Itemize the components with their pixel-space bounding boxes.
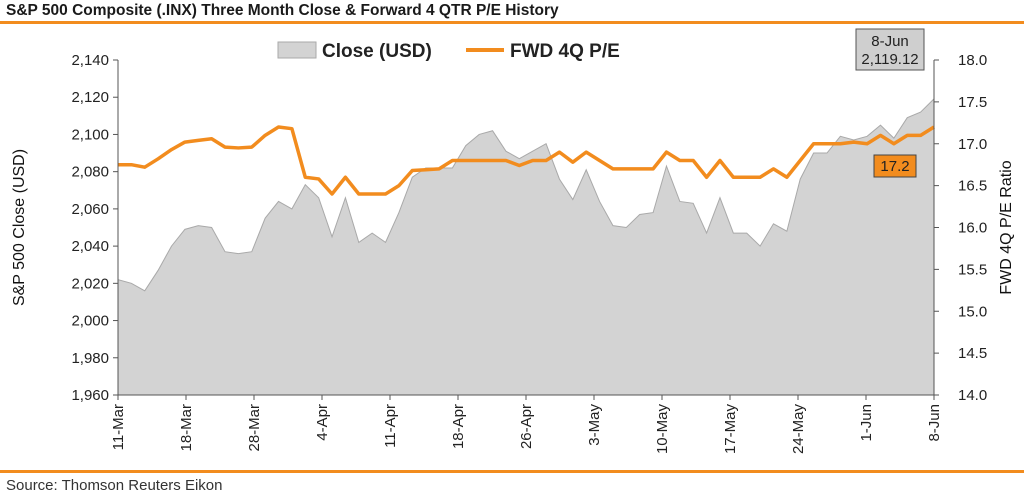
axes-layer: 2,140 2,120 2,100 2,080 2,060 2,040 2,020 2,000… [11, 52, 1015, 454]
pe-callout-value: 17.2 [880, 158, 909, 175]
legend-close-swatch [277, 41, 317, 59]
top-accent-rule [0, 21, 1024, 24]
y-left-tick-label: 2,020 [71, 275, 109, 292]
pe-line-series [118, 125, 935, 196]
x-tick-label: 26-Apr [518, 404, 535, 449]
x-tick-label: 11-Apr [382, 404, 399, 448]
x-tick-label: 18-Apr [450, 404, 467, 449]
x-tick-label: 11-Mar [110, 404, 127, 450]
x-tick-label: 1-Jun [858, 404, 875, 442]
x-tick-label: 4-Apr [314, 404, 331, 441]
pe-value-callout [873, 154, 917, 178]
close-value-callout [855, 28, 925, 71]
y-right-tick-label: 15.5 [958, 261, 987, 278]
y-right-tick-label: 15.0 [958, 303, 987, 320]
legend: Close (USD) FWD 4Q P/E [277, 41, 620, 62]
bottom-accent-rule [0, 470, 1024, 473]
close-area-series [117, 97, 935, 396]
y-left-tick-label: 2,040 [71, 238, 109, 255]
y-left-tick-label: 2,100 [71, 126, 109, 143]
y-left-tick-label: 2,080 [71, 164, 109, 181]
chart-svg: 2,140 2,120 2,100 2,080 2,060 2,040 2,020 2,000… [11, 28, 1015, 454]
close-area-layer [117, 97, 935, 396]
y-right-tick-label: 18.0 [958, 52, 987, 69]
y-left-tick-label: 2,140 [71, 52, 109, 69]
close-callout-value: 2,119.12 [861, 51, 918, 68]
x-tick-label: 18-Mar [178, 404, 195, 452]
legend-close-label: Close (USD) [322, 41, 432, 62]
legend-pe-label: FWD 4Q P/E [510, 41, 620, 62]
x-tick-label: 8-Jun [926, 404, 943, 442]
y-left-tick-label: 2,060 [71, 201, 109, 218]
y-right-tick-label: 17.0 [958, 136, 987, 153]
y-left-tick-label: 1,980 [71, 350, 109, 367]
x-tick-label: 17-May [722, 404, 739, 455]
y-left-axis-title: S&P 500 Close (USD) [11, 149, 28, 306]
close-callout-date: 8-Jun [871, 33, 909, 50]
y-left-tick-label: 1,960 [71, 387, 109, 404]
y-right-tick-label: 14.0 [958, 387, 987, 404]
x-tick-label: 3-May [586, 404, 603, 446]
y-right-tick-label: 14.5 [958, 345, 987, 362]
x-tick-label: 24-May [790, 404, 807, 455]
chart-title: S&P 500 Composite (.INX) Three Month Clo… [6, 2, 559, 19]
y-right-tick-label: 16.0 [958, 220, 987, 237]
y-right-axis-title: FWD 4Q P/E Ratio [998, 160, 1015, 294]
pe-line-layer [118, 125, 935, 196]
x-tick-label: 10-May [654, 404, 671, 455]
y-right-tick-label: 16.5 [958, 178, 987, 195]
x-tick-label: 28-Mar [246, 404, 263, 452]
source-note: Source: Thomson Reuters Eikon [6, 477, 223, 494]
y-left-tick-label: 2,120 [71, 89, 109, 106]
y-right-tick-label: 17.5 [958, 94, 987, 111]
y-left-tick-label: 2,000 [71, 313, 109, 330]
